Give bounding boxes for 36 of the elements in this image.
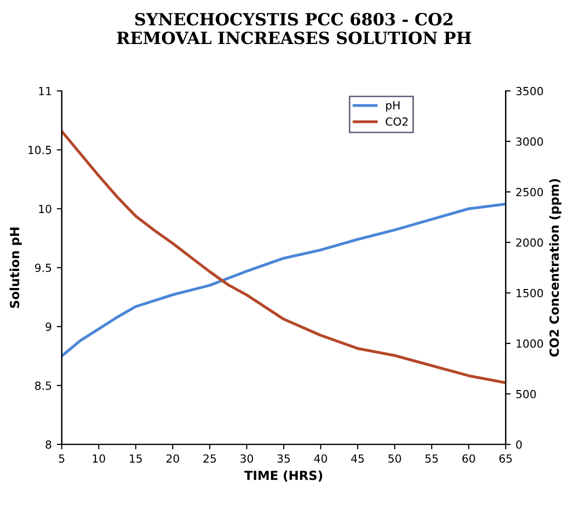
x-tick-label: 25: [203, 454, 216, 463]
y2-tick-label: 2000: [516, 238, 543, 247]
y-tick-label: 10.5: [28, 146, 52, 154]
y2-tick-label: 3500: [516, 86, 543, 96]
x-tick-label: 35: [277, 454, 290, 463]
x-tick-label: 45: [351, 454, 364, 463]
x-tick-label: 50: [388, 454, 402, 463]
chart-title: SYNECHOCYSTIS PCC 6803 - CO2 REMOVAL INCREASES SOLUTION PH: [116, 12, 472, 44]
y-axis-title: Solution pH: [10, 228, 22, 308]
line-series: [62, 202, 506, 358]
x-tick-label: 5: [59, 454, 64, 463]
line-series: [62, 130, 506, 384]
x-tick-label: 65: [499, 454, 512, 463]
y2-axis-title: CO2 Concentration (ppm): [549, 179, 562, 357]
x-tick-label: 20: [166, 454, 180, 463]
y-tick-label: 9.5: [35, 264, 52, 272]
y2-tick-label: 0: [516, 440, 522, 449]
x-tick-label: 55: [425, 454, 438, 463]
legend-label: CO2: [386, 117, 408, 126]
x-tick-label: 15: [130, 454, 142, 463]
x-axis-title: TIME (HRS): [244, 470, 322, 482]
y2-tick-label: 3000: [516, 137, 543, 146]
legend-label: pH: [386, 101, 400, 112]
y2-tick-label: 2500: [516, 188, 543, 196]
y-tick-label: 11: [39, 87, 51, 96]
x-tick-label: 60: [462, 454, 476, 463]
x-tick-label: 30: [240, 454, 254, 463]
y-tick-label: 8: [46, 440, 52, 449]
y2-tick-label: 1000: [516, 339, 543, 348]
y-tick-label: 8.5: [35, 381, 52, 390]
y-tick-label: 9: [46, 322, 52, 331]
y2-tick-label: 1500: [516, 288, 543, 298]
x-tick-label: 10: [92, 454, 106, 463]
x-tick-label: 40: [314, 454, 328, 463]
y-tick-label: 10: [39, 204, 52, 214]
y2-tick-label: 500: [516, 390, 536, 398]
